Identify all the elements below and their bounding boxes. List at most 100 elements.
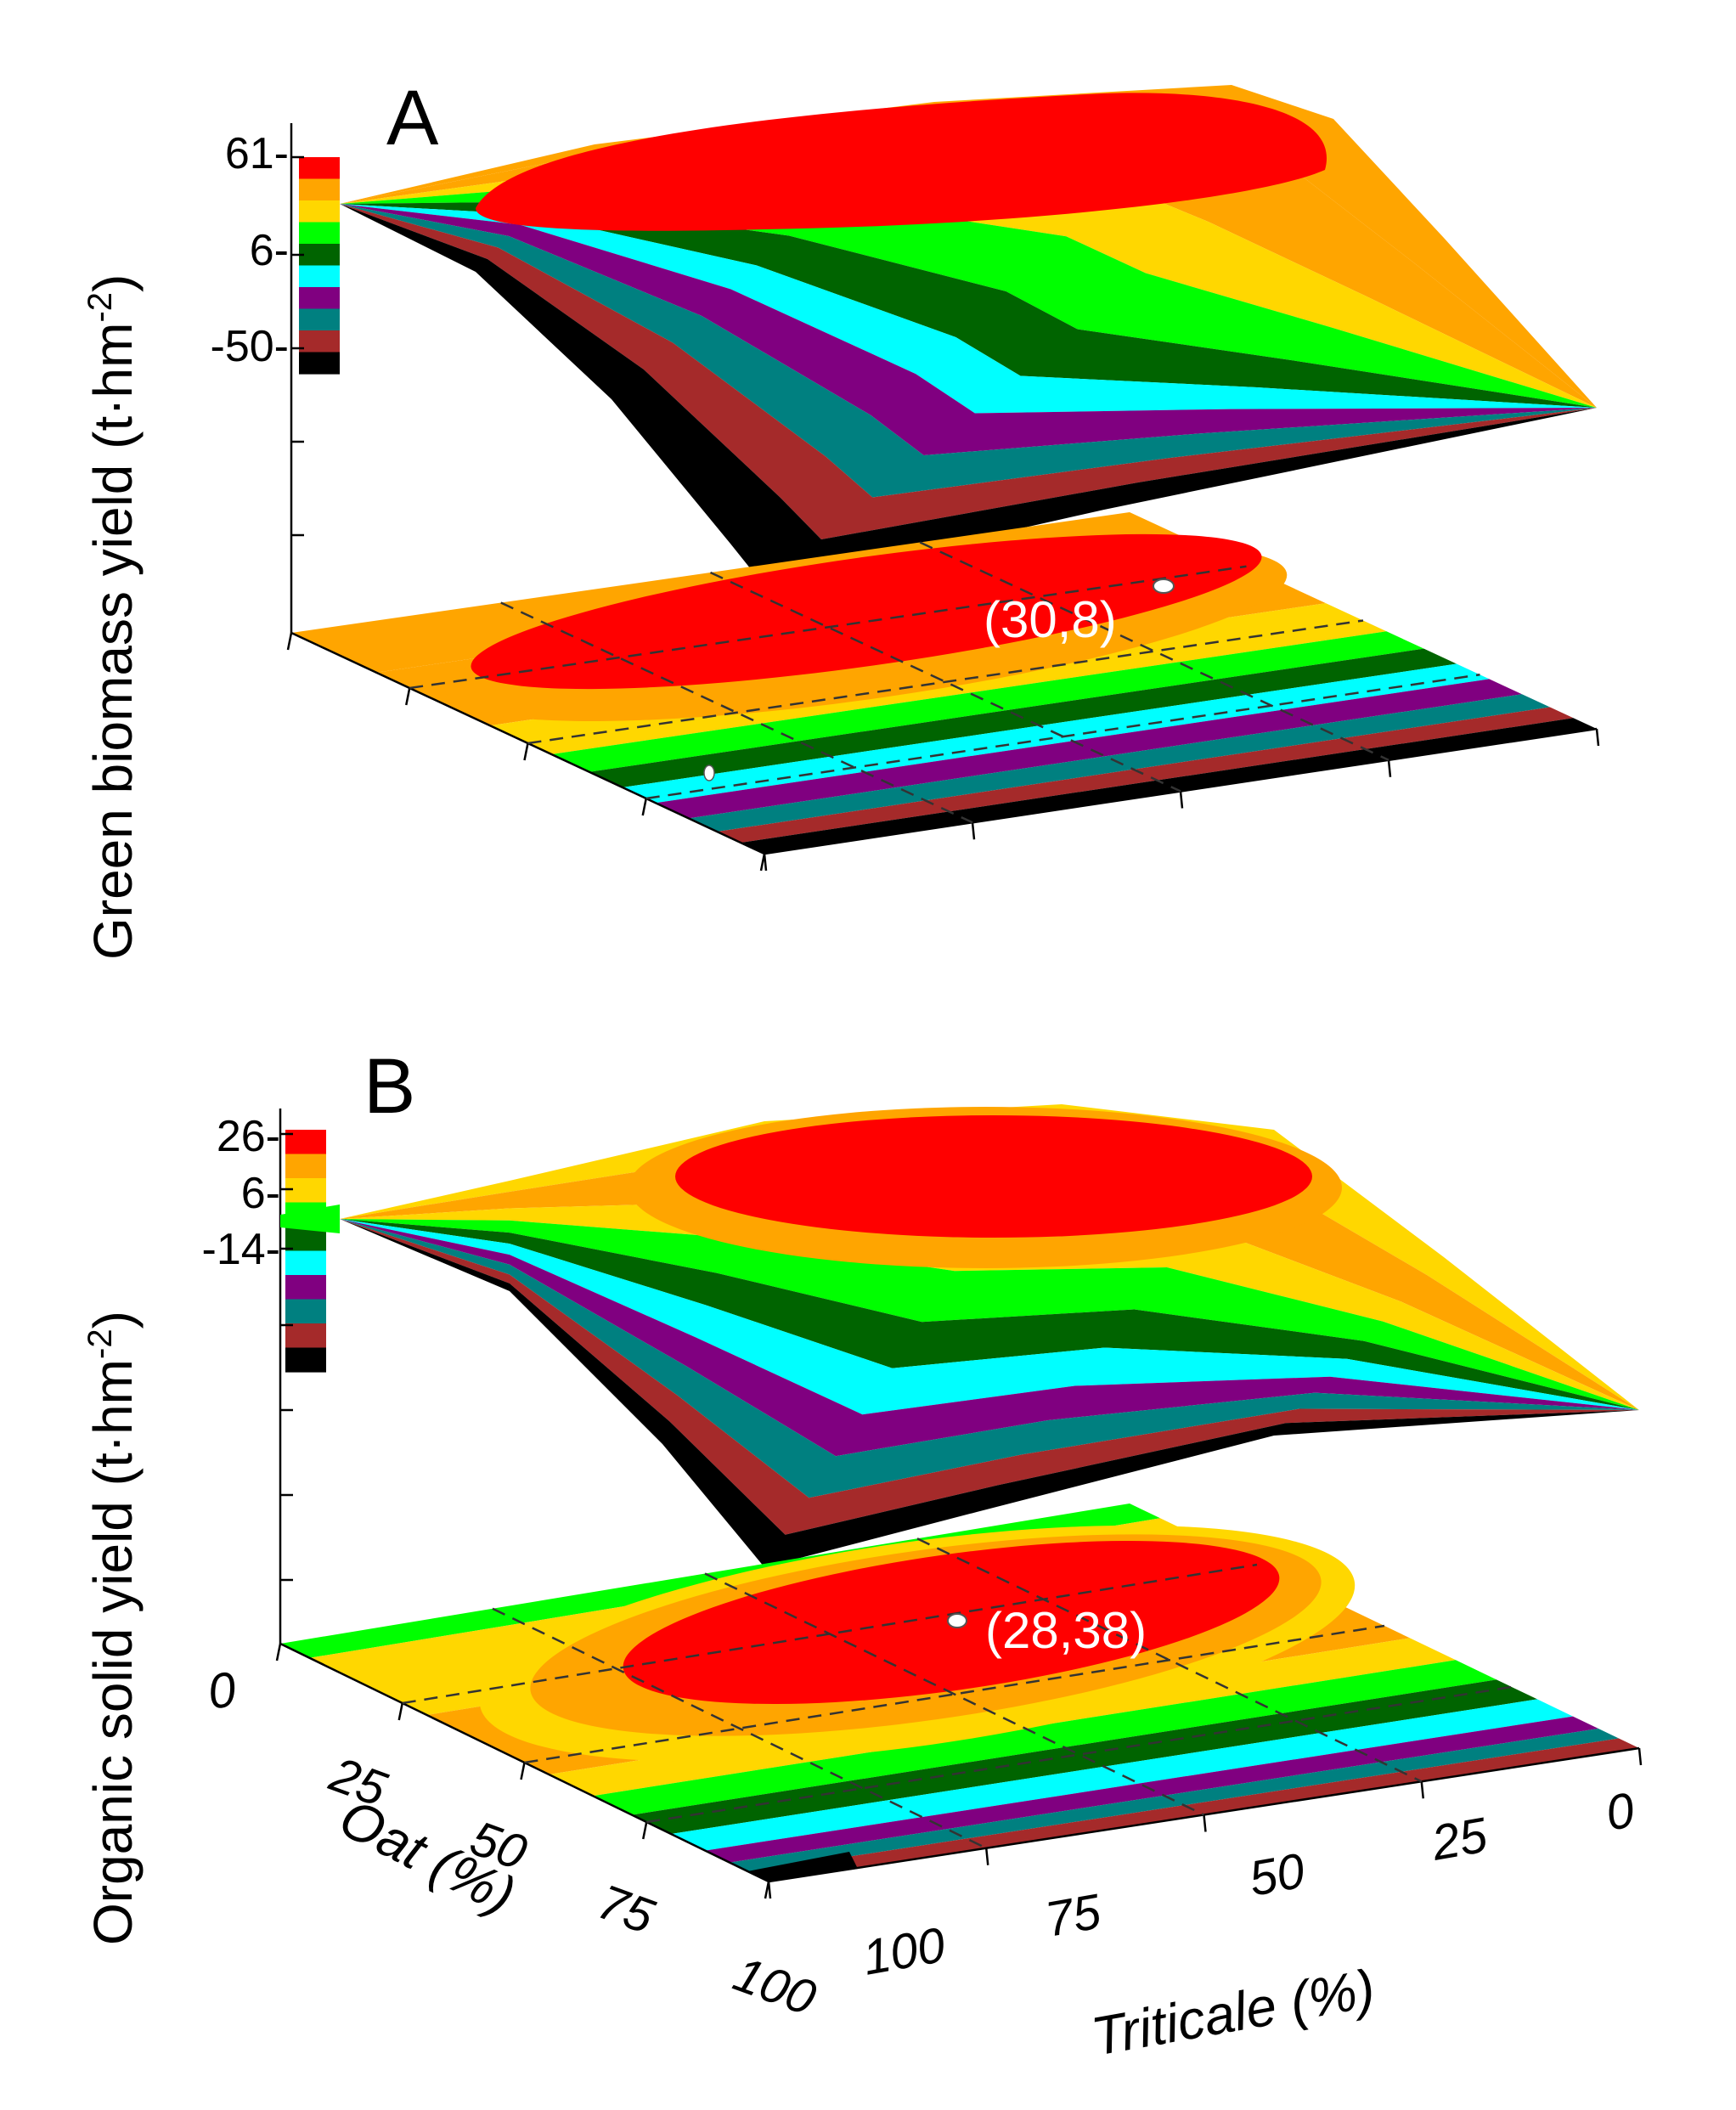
- panel-b-surface-band: [340, 1219, 1639, 1535]
- oat-tick-0: 0: [205, 1661, 240, 1720]
- panel-a-cbar-swatch: [299, 222, 340, 245]
- panel-b-tick: [275, 1643, 282, 1661]
- panel-a-ylabel: Green biomass yield (t·hm-2): [82, 274, 144, 960]
- oat-axis-title: Oat (%): [330, 1786, 525, 1926]
- panel-a-tick: [1387, 759, 1392, 777]
- oat-tick-75: 75: [591, 1874, 662, 1944]
- panel-a-cbar-swatch: [299, 178, 340, 201]
- panel-a-colorbar: [299, 157, 340, 375]
- panel-a-surface: [340, 85, 1597, 586]
- triticale-tick-25: 25: [1427, 1807, 1492, 1871]
- panel-a-cbar-swatch: [299, 330, 340, 353]
- panel-b-tick: [985, 1848, 989, 1865]
- panel-b-cbar-swatch: [285, 1250, 326, 1276]
- panel-b-grid-line: [704, 1572, 1205, 1816]
- panel-a-tick: [1595, 728, 1600, 747]
- panel-a-cbar-swatch: [299, 287, 340, 310]
- panel-b-cbar-tick-top: 26-: [217, 1112, 280, 1161]
- panel-b-tick: [520, 1762, 526, 1780]
- panel-a-cbar-swatch: [299, 200, 340, 223]
- panel-a-cbar-tick-bottom: -50-: [211, 322, 289, 371]
- panel-a-surface-band: [340, 201, 1597, 408]
- panel-b-cbar-swatch: [285, 1323, 326, 1349]
- panel-a-grid-line: [527, 619, 1364, 745]
- panel-b-grid-line: [492, 1607, 987, 1849]
- panel-b-floor-grid: [402, 1537, 1513, 1849]
- panel-b-surface-band: [340, 1219, 1639, 1410]
- triticale-axis-title: Triticale (%): [1087, 1957, 1379, 2067]
- panel-a-floor-band: [741, 718, 1597, 854]
- panel-a-cbar-tick-top: 61-: [225, 129, 289, 178]
- panel-b-cbar-swatch: [285, 1299, 326, 1324]
- panel-a-floor-band: [717, 707, 1574, 843]
- panel-b-surface-band: [340, 1219, 1639, 1498]
- panel-b-surface-band: [340, 1219, 1639, 1457]
- panel-a-contour-floor: [291, 512, 1597, 854]
- panel-a-surface-band: [340, 204, 1597, 414]
- panel-a-tick: [759, 853, 766, 872]
- panel-a-tick: [405, 687, 411, 706]
- panel-a-optimum-label: (30,8): [984, 591, 1117, 648]
- panel-a-cbar-swatch: [299, 308, 340, 331]
- panel-a-tick: [641, 798, 647, 816]
- panel-b-cbar-tick-bottom: -14-: [202, 1225, 280, 1274]
- panel-b: B 26- 6- -14- Organic solid yield (t·hm-…: [82, 1043, 1643, 2068]
- panel-b-cbar-swatch: [285, 1275, 326, 1300]
- panel-b-cbar-swatch: [285, 1347, 326, 1373]
- panel-a-grid-line: [645, 674, 1480, 800]
- panel-a-tick: [286, 632, 293, 651]
- panel-b-surface: [280, 1104, 1639, 1567]
- panel-a-letter: A: [386, 75, 439, 161]
- panel-b-surface-stub: [280, 1205, 340, 1233]
- panel-a-tick: [971, 822, 976, 840]
- panel-b-floor-ticks: [275, 1132, 1643, 1899]
- oat-tick-100: 100: [727, 1946, 823, 2026]
- panel-b-optimum-marker: [947, 1613, 967, 1628]
- triticale-tick-100: 100: [859, 1917, 950, 1986]
- panel-b-grid-line: [646, 1685, 1513, 1824]
- panel-b-tick: [1420, 1781, 1424, 1799]
- panel-a-floor-band: [655, 679, 1522, 819]
- panel-a-surface-peak: [476, 93, 1327, 231]
- panel-b-letter: B: [364, 1043, 415, 1130]
- panel-a-cbar-swatch: [299, 157, 340, 180]
- panel-a-floor-band: [551, 631, 1424, 772]
- panel-a-surface-band: [340, 204, 1597, 539]
- panel-a-optimum-marker: [1153, 578, 1175, 594]
- panel-a-grid-line: [409, 565, 1247, 690]
- panel-a-cbar-swatch: [299, 265, 340, 288]
- panel-b-tick: [764, 1881, 770, 1899]
- panel-b-tick: [397, 1702, 403, 1721]
- panel-a-grid-line: [709, 571, 1181, 793]
- panel-b-cbar-swatch: [285, 1178, 326, 1204]
- panel-b-grid-line: [916, 1537, 1423, 1783]
- panel-b-grid-line: [524, 1624, 1385, 1764]
- panel-b-tick: [642, 1821, 648, 1840]
- panel-b-cbar-swatch: [285, 1154, 326, 1179]
- panel-a-floor-ticks: [286, 155, 1600, 872]
- panel-b-cbar-tick-mid: 6-: [241, 1169, 280, 1218]
- panel-a-surface-band: [340, 126, 1597, 408]
- panel-a-surface-band: [340, 204, 1597, 455]
- panel-b-surface-band: [340, 1219, 1639, 1410]
- panel-a-tick: [1179, 791, 1184, 809]
- panel-a-cbar-swatch: [299, 244, 340, 267]
- panel-a-surface-band: [340, 186, 1597, 408]
- triticale-tick-50: 50: [1245, 1843, 1309, 1907]
- panel-a-cbar-tick-mid: 6-: [250, 226, 289, 275]
- panel-a-floor-grid: [409, 541, 1480, 824]
- panel-a-cbar-swatch: [299, 352, 340, 375]
- panel-a-floor-peak: [471, 533, 1262, 690]
- panel-a-tick: [523, 742, 529, 761]
- panel-b-floor-dark-band: [747, 1852, 858, 1882]
- panel-b-surface-peak: [675, 1115, 1312, 1238]
- panel-a: A 61- 6- -50- Green biomass yield (t·hm-…: [82, 75, 1600, 960]
- panel-b-tick: [1637, 1747, 1643, 1766]
- triticale-tick-75: 75: [1041, 1883, 1106, 1947]
- panel-a-grid-line: [919, 541, 1389, 761]
- panel-b-ylabel: Organic solid yield (t·hm-2): [82, 1311, 144, 1945]
- panel-b-surface-band: [340, 1219, 1639, 1415]
- panel-a-surface-band: [340, 204, 1597, 498]
- triticale-tick-0: 0: [1602, 1782, 1638, 1842]
